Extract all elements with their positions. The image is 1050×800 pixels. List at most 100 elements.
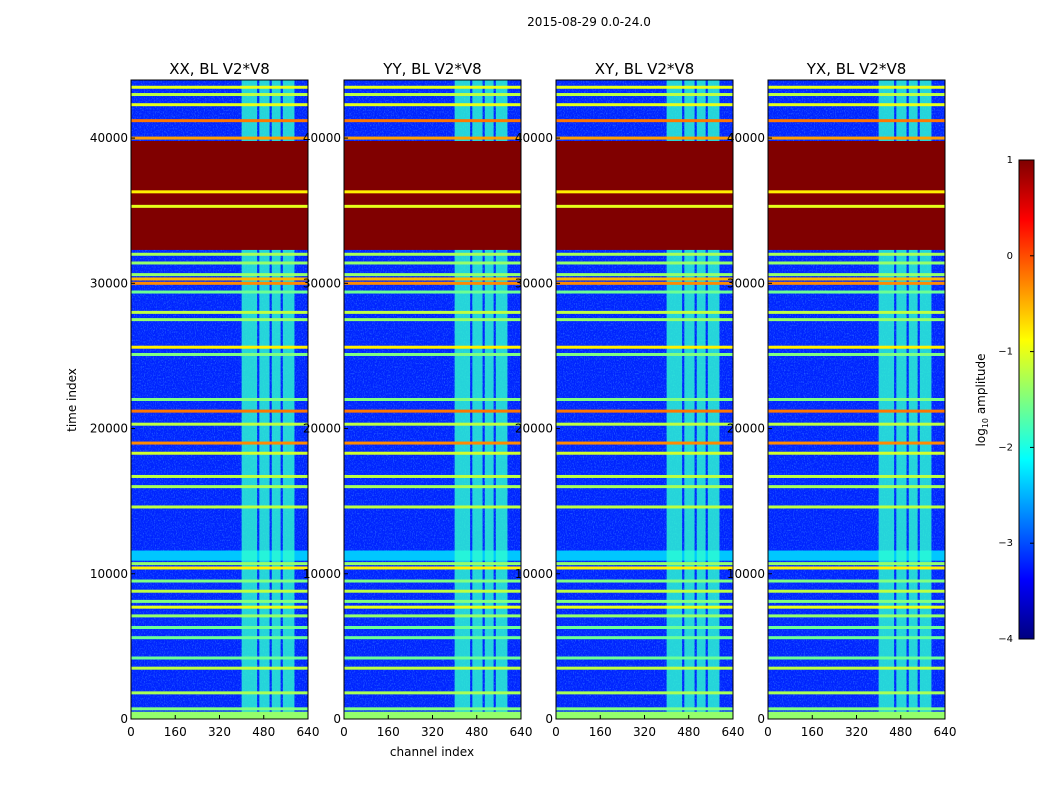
horizontal-band <box>556 691 733 695</box>
horizontal-band <box>556 409 733 413</box>
horizontal-band <box>344 505 521 509</box>
x-axis-label: channel index <box>390 745 474 759</box>
horizontal-band <box>768 451 945 455</box>
colorbar-tick-label: 1 <box>1007 155 1013 166</box>
horizontal-band <box>556 136 733 140</box>
horizontal-band <box>768 636 945 640</box>
flagged-block <box>344 140 521 250</box>
horizontal-band <box>556 277 733 281</box>
horizontal-band <box>556 422 733 426</box>
y-tick-label: 0 <box>333 712 341 726</box>
horizontal-band <box>344 281 521 285</box>
y-tick-label: 20000 <box>90 422 128 436</box>
horizontal-band <box>556 636 733 640</box>
horizontal-band <box>556 666 733 670</box>
horizontal-band <box>344 589 521 593</box>
horizontal-band <box>344 562 521 566</box>
horizontal-band <box>131 103 308 107</box>
horizontal-band <box>131 707 308 711</box>
horizontal-band <box>131 422 308 426</box>
horizontal-band <box>344 579 521 583</box>
y-tick-label: 40000 <box>515 131 553 145</box>
horizontal-band <box>556 451 733 455</box>
horizontal-band <box>768 409 945 413</box>
horizontal-band <box>344 614 521 618</box>
x-tick-label: 0 <box>127 725 135 739</box>
x-tick-label: 480 <box>252 725 275 739</box>
y-tick-label: 0 <box>120 712 128 726</box>
horizontal-band <box>768 252 945 256</box>
y-tick-label: 30000 <box>303 276 341 290</box>
horizontal-band <box>344 451 521 455</box>
horizontal-band <box>556 85 733 89</box>
horizontal-band <box>556 579 733 583</box>
horizontal-band <box>131 119 308 123</box>
horizontal-band <box>556 474 733 478</box>
horizontal-band <box>131 261 308 265</box>
horizontal-band <box>131 566 308 570</box>
panel-4: YX, BL V2*V8 0 160 320 480 640 0 10000 20000 3000… <box>727 60 957 739</box>
horizontal-band <box>131 85 308 89</box>
horizontal-band <box>768 261 945 265</box>
horizontal-band <box>768 656 945 660</box>
horizontal-band <box>768 345 945 349</box>
y-axis-label: time index <box>65 368 79 432</box>
horizontal-band <box>768 562 945 566</box>
horizontal-band <box>556 614 733 618</box>
x-tick-label: 480 <box>889 725 912 739</box>
horizontal-band <box>768 566 945 570</box>
horizontal-band <box>344 626 521 630</box>
horizontal-band <box>344 93 521 97</box>
horizontal-band <box>131 636 308 640</box>
horizontal-band <box>556 589 733 593</box>
horizontal-band <box>131 318 308 322</box>
flagged-block <box>556 140 733 250</box>
y-tick-label: 40000 <box>303 131 341 145</box>
horizontal-band <box>344 691 521 695</box>
horizontal-band <box>131 277 308 281</box>
y-tick-label: 20000 <box>515 422 553 436</box>
horizontal-band <box>131 626 308 630</box>
horizontal-band <box>768 310 945 314</box>
horizontal-band <box>556 566 733 570</box>
horizontal-band <box>344 409 521 413</box>
y-tick-label: 0 <box>757 712 765 726</box>
horizontal-band <box>556 505 733 509</box>
horizontal-band <box>556 93 733 97</box>
colorbar-tick-label: −3 <box>998 538 1013 549</box>
horizontal-band <box>344 252 521 256</box>
figure-title: 2015-08-29 0.0-24.0 <box>527 15 651 29</box>
horizontal-band <box>556 273 733 277</box>
horizontal-band <box>556 252 733 256</box>
horizontal-band <box>131 204 308 208</box>
horizontal-band <box>131 93 308 97</box>
horizontal-band <box>344 103 521 107</box>
horizontal-band <box>131 290 308 294</box>
x-tick-label: 480 <box>677 725 700 739</box>
horizontal-band <box>344 136 521 140</box>
flagged-block <box>131 140 308 250</box>
y-tick-label: 30000 <box>727 276 765 290</box>
horizontal-band <box>131 451 308 455</box>
horizontal-band <box>768 422 945 426</box>
horizontal-band <box>768 103 945 107</box>
horizontal-band <box>768 474 945 478</box>
horizontal-band <box>556 485 733 489</box>
panel-title: XX, BL V2*V8 <box>169 60 270 78</box>
colorbar: 1 0 −1 −2 −3 −4 log10 amplitude <box>974 155 1035 645</box>
horizontal-band <box>131 441 308 445</box>
horizontal-band <box>131 691 308 695</box>
horizontal-band <box>768 505 945 509</box>
horizontal-band <box>556 261 733 265</box>
horizontal-band <box>768 93 945 97</box>
x-tick-label: 0 <box>552 725 560 739</box>
horizontal-band <box>131 579 308 583</box>
horizontal-band <box>344 318 521 322</box>
horizontal-band <box>344 605 521 609</box>
y-tick-label: 10000 <box>303 567 341 581</box>
horizontal-band <box>768 204 945 208</box>
x-tick-label: 160 <box>801 725 824 739</box>
horizontal-band <box>556 605 733 609</box>
horizontal-band <box>344 656 521 660</box>
